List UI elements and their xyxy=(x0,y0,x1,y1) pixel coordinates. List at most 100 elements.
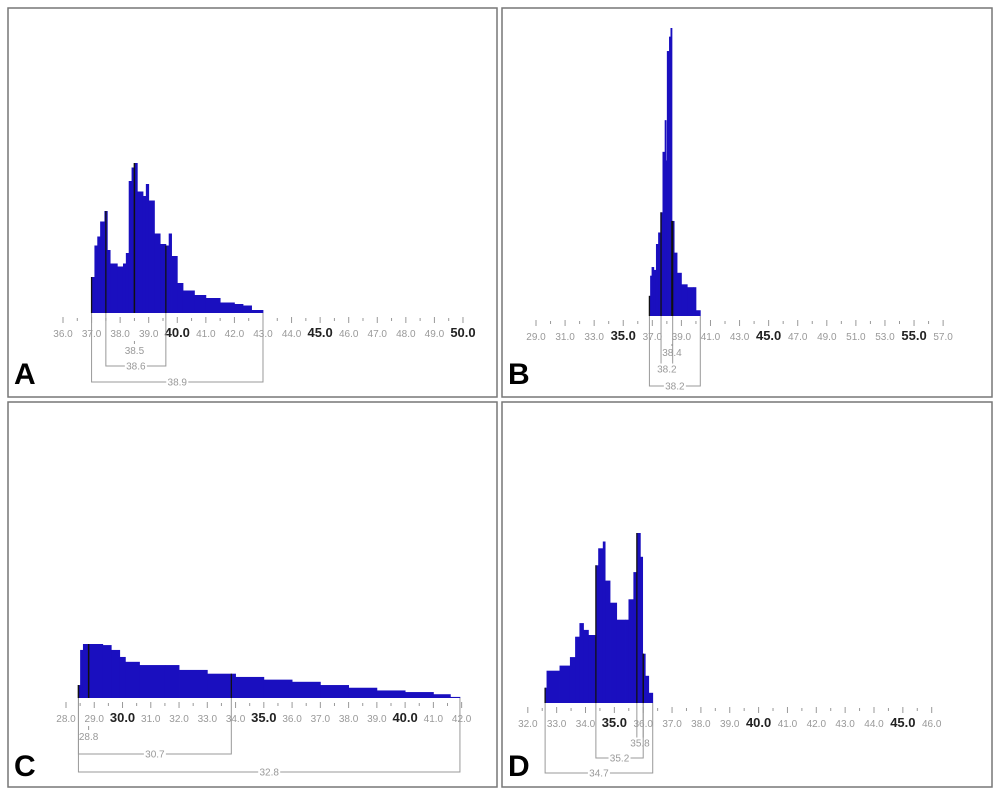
x-tick-label: 35.0 xyxy=(611,328,636,343)
histogram-bar xyxy=(148,200,155,313)
panel-frame xyxy=(7,401,498,788)
x-tick-label: 47.0 xyxy=(368,329,388,340)
x-tick-label: 39.0 xyxy=(367,714,387,725)
histogram-bar xyxy=(546,670,560,703)
annotation-label-bg xyxy=(629,737,652,749)
histogram-bar xyxy=(450,696,461,698)
histogram-bar xyxy=(107,250,111,313)
x-tick-label: 40.0 xyxy=(165,325,190,340)
histogram-bar xyxy=(695,310,701,316)
histogram-bar xyxy=(100,221,105,313)
x-tick-label: 32.0 xyxy=(169,714,189,725)
histogram-bar xyxy=(125,661,140,698)
panel-b: 29.0 31.0 33.0 35.0 37.0 39.0 41.0 43.0 45.0 47.0… xyxy=(501,7,993,398)
x-tick-label: 44.0 xyxy=(282,329,302,340)
histogram-bar xyxy=(179,669,208,698)
histogram-bar xyxy=(650,275,652,316)
annotation-label-bg xyxy=(655,363,678,375)
panel-letter: A xyxy=(14,358,36,391)
histogram-bar xyxy=(405,692,434,698)
x-tick-label: 36.0 xyxy=(53,329,73,340)
x-tick-label: 28.0 xyxy=(56,714,76,725)
histogram-bar xyxy=(376,690,406,698)
annotation-label: 38.5 xyxy=(125,346,145,357)
annotation-label-bg xyxy=(663,380,686,392)
histogram-bar xyxy=(205,298,221,313)
histogram-bar xyxy=(651,267,655,316)
histogram-bar xyxy=(171,256,178,313)
histogram-bar xyxy=(137,191,144,313)
histogram-bar xyxy=(139,665,166,698)
x-tick-label: 43.0 xyxy=(835,719,855,730)
panel-letter: C xyxy=(14,750,36,783)
annotation-label: 38.2 xyxy=(665,382,685,393)
histogram-bar xyxy=(94,245,98,313)
x-tick-label: 33.0 xyxy=(198,714,218,725)
histogram-bar xyxy=(662,151,666,316)
annotation-label: 38.6 xyxy=(126,362,146,373)
x-tick-label: 45.0 xyxy=(756,328,781,343)
histogram-bar xyxy=(125,253,130,313)
x-tick-label: 53.0 xyxy=(875,332,895,343)
plot-area: 29.0 31.0 33.0 35.0 37.0 39.0 41.0 43.0 45.0 47.0… xyxy=(526,28,953,393)
histogram-bar xyxy=(117,266,124,313)
histogram-bar xyxy=(625,619,629,703)
annotation-label-bg xyxy=(124,360,147,372)
histogram-bar xyxy=(154,233,161,313)
histogram-bar xyxy=(598,548,604,703)
annotation-label-bg xyxy=(660,347,683,358)
histogram-bar xyxy=(653,269,657,316)
histogram-bar xyxy=(628,599,634,703)
histogram-bar xyxy=(142,196,147,313)
histogram-bar xyxy=(194,295,207,313)
x-tick-label: 33.0 xyxy=(584,332,604,343)
histogram-bar xyxy=(670,28,673,316)
plot-area: 36.0 37.0 38.0 39.0 40.0 41.0 42.0 43.0 44.0 45.0… xyxy=(53,163,476,389)
x-tick-label: 32.0 xyxy=(518,719,538,730)
panel-letter: B xyxy=(508,358,530,391)
histogram-bar xyxy=(677,272,682,316)
x-tick-label: 42.0 xyxy=(225,329,245,340)
histogram-bar xyxy=(616,619,626,703)
panel-d: 32.0 33.0 34.0 35.0 36.0 37.0 38.0 39.0 40.0 41.0… xyxy=(501,401,993,788)
histogram-bar xyxy=(320,685,349,698)
histogram-bar xyxy=(645,675,650,703)
histogram-bar xyxy=(583,629,589,703)
histogram-bar xyxy=(242,305,252,313)
histogram-bar xyxy=(160,244,167,313)
histogram-bar xyxy=(655,244,659,316)
x-tick-label: 42.0 xyxy=(452,714,472,725)
histogram-bar xyxy=(658,232,661,316)
histogram-bar xyxy=(595,565,599,703)
histogram-bar xyxy=(575,636,580,703)
histogram-bar xyxy=(251,310,264,313)
histogram-bar xyxy=(165,245,170,313)
x-tick-label: 36.0 xyxy=(282,714,302,725)
histogram-bar xyxy=(602,541,606,703)
histogram-bar xyxy=(693,287,697,316)
histogram-bar xyxy=(220,302,235,313)
histogram-bar xyxy=(674,252,678,316)
histogram-bar xyxy=(134,163,138,313)
histogram-bar xyxy=(348,687,378,698)
histogram-bar xyxy=(433,694,451,698)
histogram-bar xyxy=(559,665,571,703)
x-tick-label: 49.0 xyxy=(425,329,445,340)
panel-c: 28.0 29.0 30.0 31.0 32.0 33.0 34.0 35.0 36.0 37.0… xyxy=(7,401,498,788)
histogram-bar xyxy=(97,236,101,313)
histogram-bar xyxy=(122,263,127,313)
x-tick-label: 39.0 xyxy=(720,719,740,730)
histogram-bar xyxy=(102,645,112,698)
x-tick-label: 48.0 xyxy=(396,329,416,340)
annotation-label-bg xyxy=(77,731,100,742)
histogram-bar xyxy=(131,167,135,313)
x-tick-label: 29.0 xyxy=(526,332,546,343)
panel-letter: D xyxy=(508,750,530,783)
x-tick-label: 46.0 xyxy=(922,719,942,730)
histogram-bar xyxy=(642,653,646,703)
histogram-bar xyxy=(80,649,84,698)
annotation-label: 34.7 xyxy=(589,769,609,780)
x-tick-label: 29.0 xyxy=(85,714,105,725)
histogram-bar xyxy=(640,556,644,703)
